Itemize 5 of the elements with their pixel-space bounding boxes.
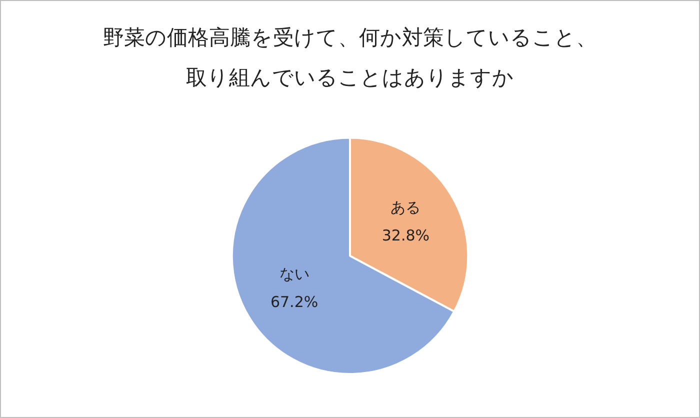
slice-label: ある bbox=[390, 198, 421, 216]
data-label: 67.2% bbox=[270, 293, 318, 312]
slice-label: ない bbox=[279, 265, 310, 284]
data-label: 32.8% bbox=[382, 226, 430, 244]
chart-title: 野菜の価格高騰を受けて、何か対策していること、取り組んでいることはありますか bbox=[103, 25, 597, 90]
